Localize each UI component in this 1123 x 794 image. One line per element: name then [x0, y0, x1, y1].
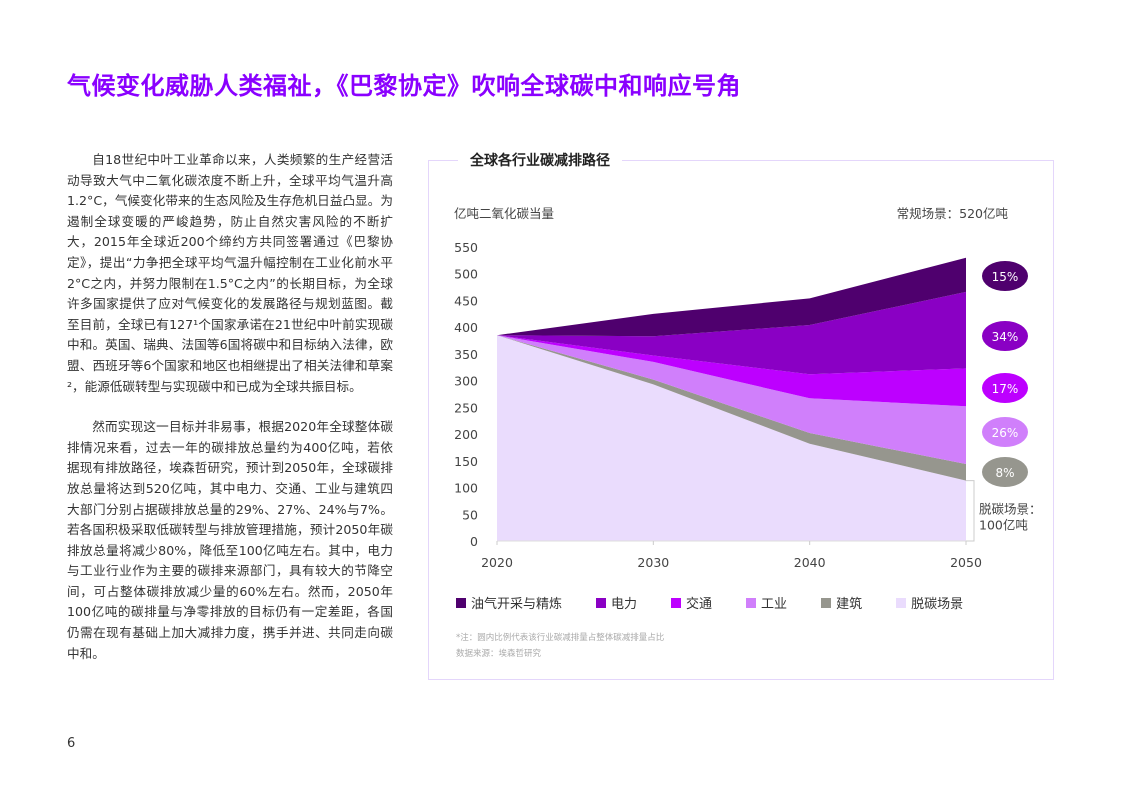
y-tick-label: 50 [462, 507, 478, 522]
chart-source: 数据来源：埃森哲研究 [456, 649, 542, 659]
baseline-annotation: 常规场景：520亿吨 [897, 206, 1009, 221]
legend-label: 建筑 [836, 597, 863, 612]
page-title: 气候变化威胁人类福祉，《巴黎协定》吹响全球碳中和响应号角 [67, 72, 741, 100]
y-axis-label: 亿吨二氧化碳当量 [454, 206, 554, 221]
y-tick-label: 350 [454, 347, 478, 362]
chart: 亿吨二氧化碳当量 常规场景：520亿吨 0 50 100 150 200 250 300 350 4… [454, 206, 1042, 570]
y-tick-label: 400 [454, 320, 478, 335]
legend-item: 工业 [746, 593, 787, 612]
legend-swatch [746, 597, 757, 608]
x-tick-label: 2040 [794, 555, 826, 570]
decarb-bracket [966, 480, 975, 542]
area-建筑 [497, 335, 966, 481]
y-tick-label: 300 [454, 374, 478, 389]
percent-bubble [982, 261, 1028, 291]
percent-bubble-label: 34% [992, 330, 1019, 344]
legend-swatch [456, 597, 466, 608]
legend-swatch [821, 597, 832, 608]
y-tick-label: 250 [454, 400, 478, 415]
y-tick-label: 0 [470, 534, 478, 549]
area-脱碳场景 [497, 335, 966, 541]
decarb-annotation: 脱碳场景： [979, 502, 1042, 517]
legend-item: 油气开采与精炼 [456, 593, 562, 612]
chart-title: 全球各行业碳减排路径 [458, 150, 622, 170]
x-tick-label: 2020 [481, 555, 513, 570]
body-text: 自18世纪中叶工业革命以来，人类频繁的生产经营活动导致大气中二氧化碳浓度不断上升… [67, 150, 393, 684]
y-tick-label: 550 [454, 240, 478, 255]
legend-swatch [596, 597, 607, 608]
percent-bubble-label: 8% [995, 466, 1014, 480]
area-交通 [497, 335, 966, 407]
legend-swatch [896, 597, 907, 608]
chart-frame [428, 160, 1054, 680]
legend-item: 交通 [671, 593, 712, 612]
legend-item: 电力 [596, 593, 637, 612]
legend-label: 油气开采与精炼 [471, 597, 563, 612]
percent-bubble-label: 15% [992, 270, 1019, 284]
legend-item: 建筑 [821, 593, 862, 612]
percent-bubble-label: 26% [992, 426, 1019, 440]
area-工业 [497, 335, 966, 465]
paragraph: 然而实现这一目标并非易事，根据2020年全球整体碳排情况来看，过去一年的碳排放总… [67, 419, 393, 661]
percent-bubble [982, 457, 1028, 487]
decarb-annotation: 100亿吨 [979, 518, 1028, 533]
percent-bubble [982, 321, 1028, 351]
y-tick-label: 500 [454, 267, 478, 282]
x-tick-label: 2050 [950, 555, 982, 570]
percent-bubble-label: 17% [992, 382, 1019, 396]
y-tick-label: 200 [454, 427, 478, 442]
legend-item: 脱碳场景 [896, 593, 963, 612]
page-number: 6 [67, 736, 76, 751]
legend-label: 交通 [686, 597, 713, 612]
legend-label: 电力 [611, 597, 638, 612]
legend: 油气开采与精炼 电力 交通 工业 建筑 脱碳场景 [456, 593, 997, 612]
area-油气开采与精炼 [497, 257, 966, 337]
paragraph: 自18世纪中叶工业革命以来，人类频繁的生产经营活动导致大气中二氧化碳浓度不断上升… [67, 152, 393, 394]
percent-bubble [982, 373, 1028, 403]
percent-bubble [982, 417, 1028, 447]
y-tick-label: 100 [454, 481, 478, 496]
x-tick-label: 2030 [637, 555, 669, 570]
area-电力 [497, 291, 966, 375]
y-tick-label: 450 [454, 293, 478, 308]
chart-note: *注：圆内比例代表该行业碳减排量占整体碳减排量占比 [456, 633, 665, 643]
legend-label: 工业 [761, 597, 788, 612]
y-tick-label: 150 [454, 454, 478, 469]
legend-label: 脱碳场景 [911, 597, 964, 612]
legend-swatch [671, 597, 682, 608]
